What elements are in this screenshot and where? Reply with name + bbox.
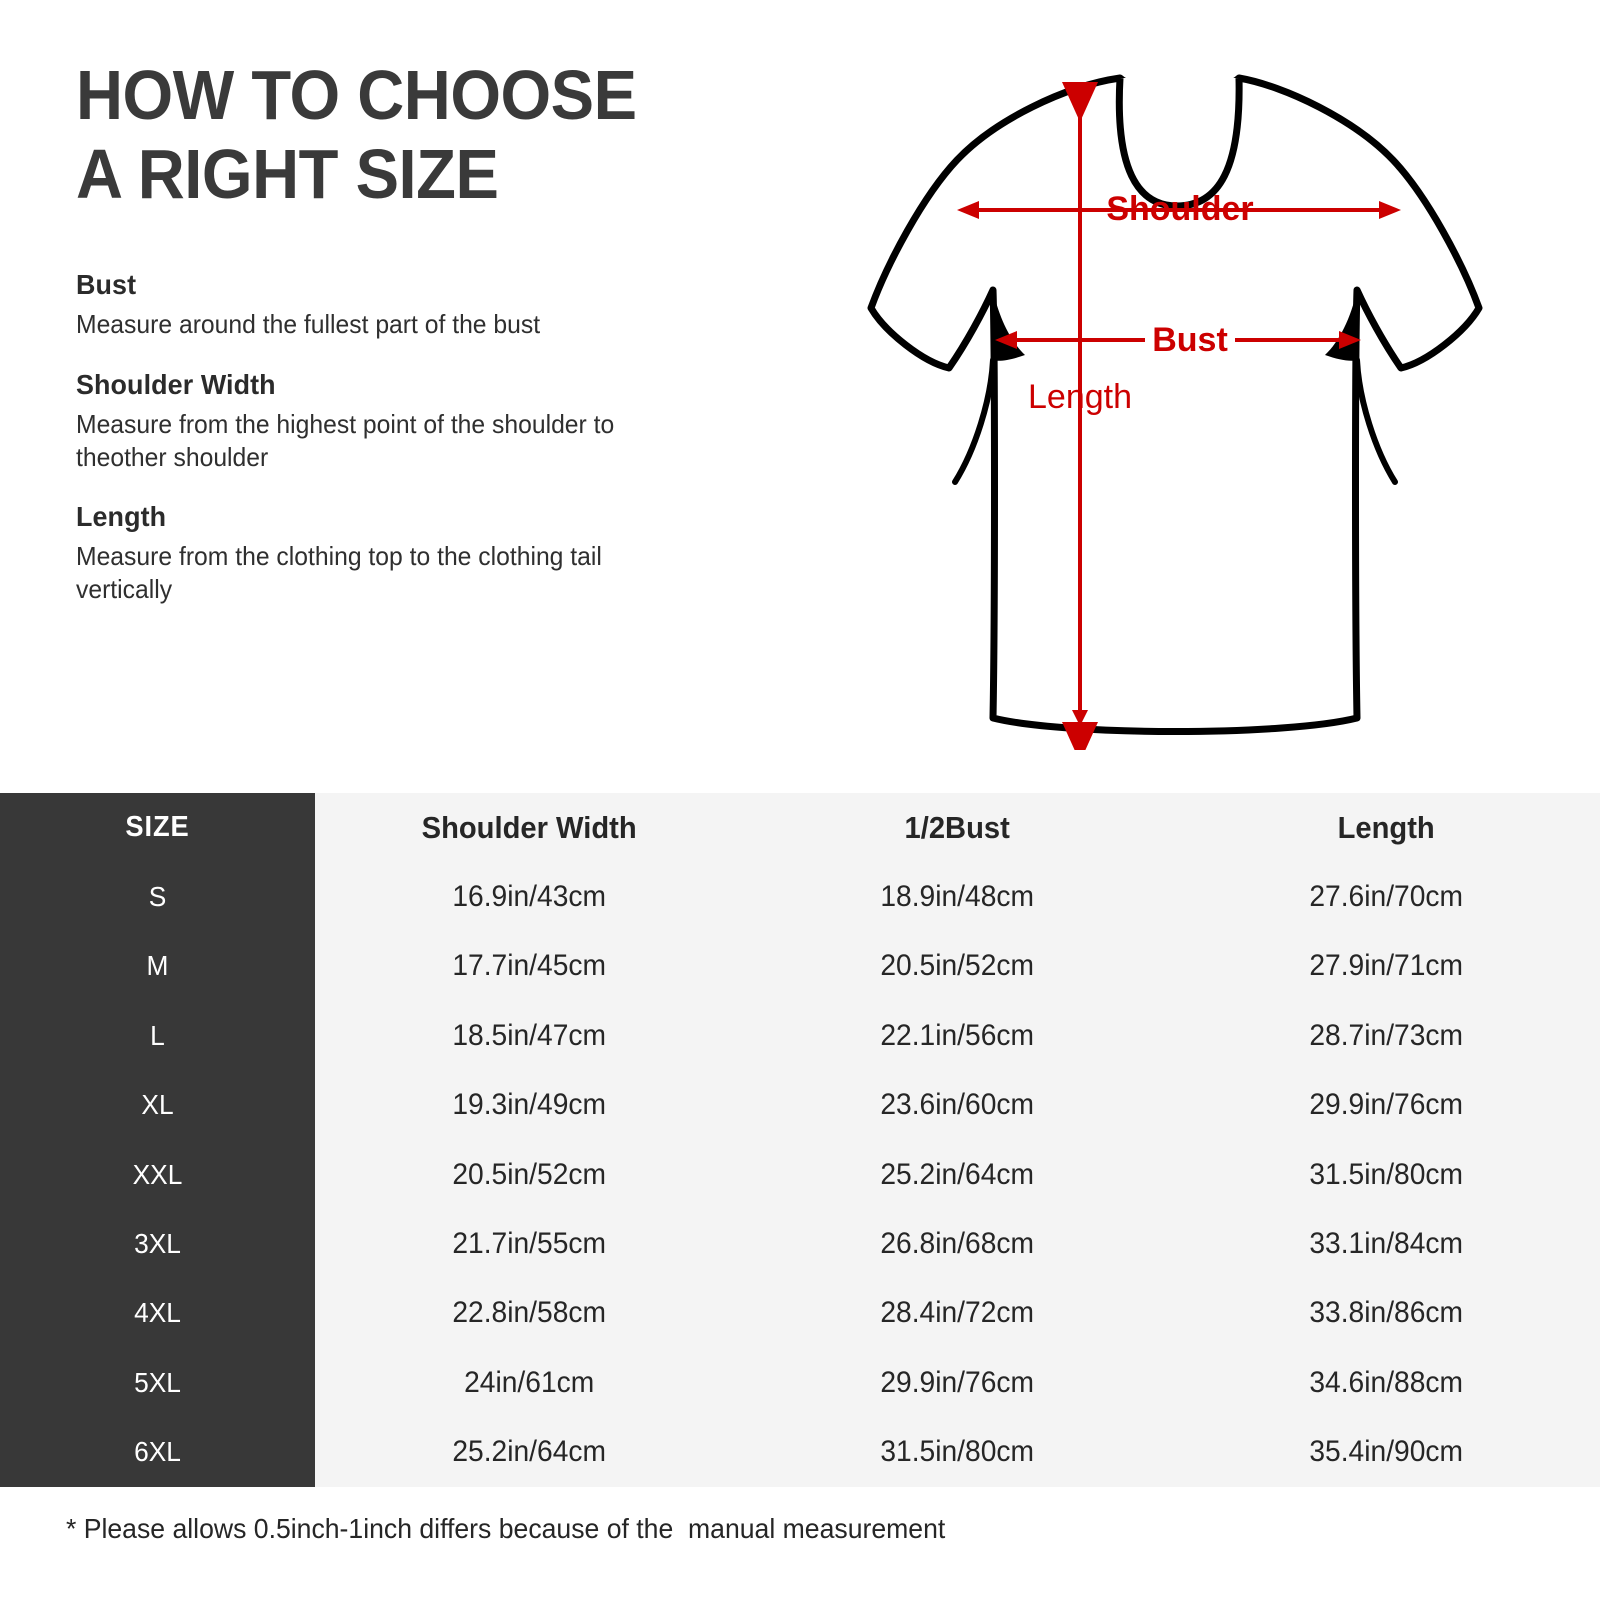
table-row-length: 27.9in/71cm [1309, 949, 1463, 983]
table-grid: SIZE Shoulder Width 1/2Bust Length S 16.… [0, 793, 1600, 1487]
table-row-shoulder-width: 22.8in/58cm [452, 1296, 606, 1330]
table-row-shoulder-width: 25.2in/64cm [452, 1435, 606, 1469]
table-row-half-bust: 29.9in/76cm [880, 1365, 1035, 1399]
page-title-line-2: A RIGHT SIZE [76, 134, 499, 213]
bust-arrowhead-right [1339, 331, 1361, 349]
neckline [1115, 77, 1243, 210]
table-row-shoulder-width: 21.7in/55cm [452, 1227, 606, 1261]
shoulder-arrowhead-left [957, 201, 979, 219]
description-term-length: Length [76, 501, 167, 533]
length-label: Length [1028, 378, 1132, 416]
description-term-shoulder-width: Shoulder Width [76, 368, 276, 400]
page-title: HOW TO CHOOSE A RIGHT SIZE [76, 60, 727, 213]
table-row-length: 34.6in/88cm [1309, 1365, 1463, 1399]
tshirt-measurement-diagram: Shoulder Bust Length [815, 50, 1515, 750]
table-row-size: 5XL [134, 1366, 181, 1398]
table-row-shoulder-width: 24in/61cm [464, 1365, 595, 1399]
table-row-shoulder-width: 20.5in/52cm [452, 1157, 606, 1191]
table-row-size: M [146, 950, 169, 982]
table-row-half-bust: 18.9in/48cm [880, 880, 1035, 914]
table-row-half-bust: 26.8in/68cm [880, 1227, 1035, 1261]
shoulder-label: Shoulder [1106, 190, 1253, 228]
table-row-size: 3XL [134, 1228, 181, 1260]
description-text-length: Measure from the clothing top to the clo… [76, 541, 602, 604]
table-row-half-bust: 31.5in/80cm [880, 1435, 1035, 1469]
size-table: SIZE Shoulder Width 1/2Bust Length S 16.… [0, 793, 1600, 1487]
table-row-size: XXL [132, 1158, 183, 1190]
description-length: Length Measure from the clothing top to … [76, 501, 776, 606]
table-row-shoulder-width: 17.7in/45cm [452, 949, 606, 983]
column-header-size: SIZE [125, 811, 190, 844]
table-row-half-bust: 20.5in/52cm [880, 949, 1035, 983]
table-row-shoulder-width: 18.5in/47cm [452, 1018, 606, 1052]
tshirt-outline [867, 74, 1483, 735]
bust-label: Bust [1152, 321, 1228, 359]
table-row-size: XL [141, 1089, 174, 1121]
table-row-half-bust: 22.1in/56cm [880, 1018, 1035, 1052]
table-row-half-bust: 25.2in/64cm [880, 1157, 1035, 1191]
sleeve-seam-right [1354, 357, 1398, 485]
page-title-line-1: HOW TO CHOOSE [76, 56, 637, 134]
info-column: HOW TO CHOOSE A RIGHT SIZE Bust Measure … [76, 60, 776, 606]
table-row-size: 4XL [134, 1297, 181, 1329]
table-row-length: 29.9in/76cm [1309, 1088, 1463, 1122]
description-shoulder-width: Shoulder Width Measure from the highest … [76, 369, 776, 474]
measurement-disclaimer: * Please allows 0.5inch-1inch differs be… [66, 1513, 946, 1544]
description-text-bust: Measure around the fullest part of the b… [76, 309, 541, 339]
table-row-size: L [150, 1019, 165, 1051]
table-row-length: 33.1in/84cm [1309, 1227, 1463, 1261]
length-arrowhead-bottom [1072, 710, 1088, 726]
table-row-half-bust: 23.6in/60cm [880, 1088, 1035, 1122]
table-row-size: 6XL [134, 1436, 181, 1468]
table-row-length: 33.8in/86cm [1309, 1296, 1463, 1330]
table-row-length: 27.6in/70cm [1309, 880, 1463, 914]
bust-arrowhead-left [995, 331, 1017, 349]
table-row-size: S [148, 881, 167, 913]
description-term-bust: Bust [76, 269, 137, 300]
sleeve-seam-left [952, 357, 996, 485]
measurement-descriptions: Bust Measure around the fullest part of … [76, 269, 776, 606]
table-row-half-bust: 28.4in/72cm [880, 1296, 1035, 1330]
shoulder-arrowhead-right [1379, 201, 1401, 219]
table-row-shoulder-width: 16.9in/43cm [452, 880, 606, 914]
column-header-shoulder-width: Shoulder Width [421, 809, 637, 845]
column-header-length: Length [1337, 809, 1435, 845]
armpit-left [993, 290, 1025, 361]
description-text-shoulder-width: Measure from the highest point of the sh… [76, 408, 615, 472]
table-row-length: 28.7in/73cm [1309, 1018, 1463, 1052]
table-row-length: 35.4in/90cm [1309, 1435, 1463, 1469]
table-row-shoulder-width: 19.3in/49cm [452, 1088, 606, 1122]
length-arrowhead-top [1072, 86, 1088, 102]
description-bust: Bust Measure around the fullest part of … [76, 269, 776, 341]
table-row-length: 31.5in/80cm [1309, 1157, 1463, 1191]
column-header-half-bust: 1/2Bust [904, 809, 1011, 845]
size-column-background [0, 793, 315, 1487]
